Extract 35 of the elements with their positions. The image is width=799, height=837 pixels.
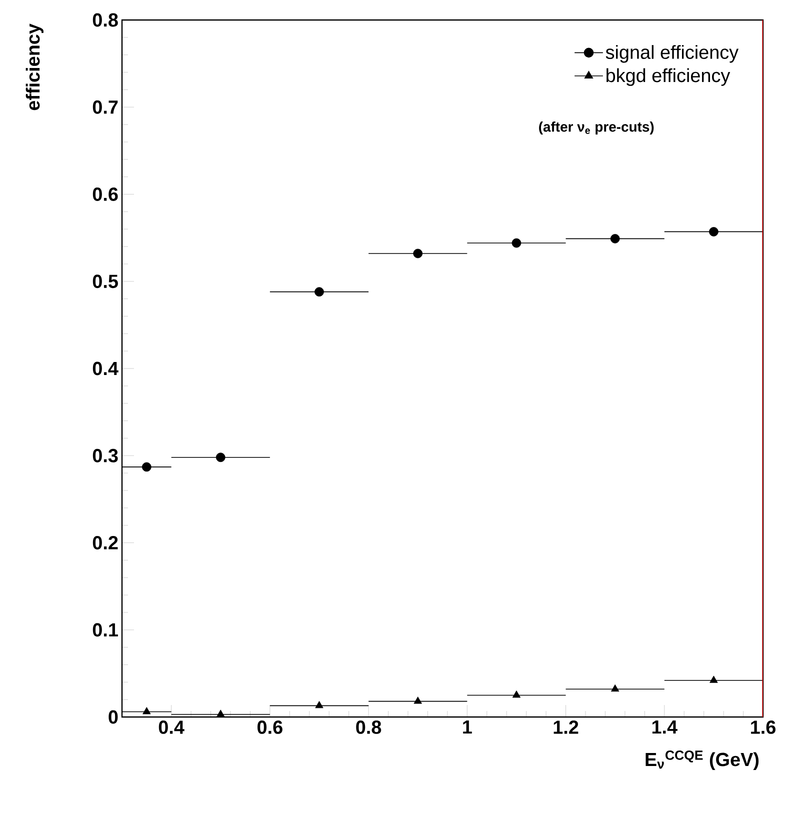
x-tick-label: 1.6 <box>751 720 776 734</box>
point <box>710 676 718 683</box>
x-tick-label: 0.4 <box>158 720 184 734</box>
y-tick-label: 0.3 <box>92 448 118 462</box>
point <box>413 248 423 258</box>
y-tick-label: 0.4 <box>92 362 118 376</box>
x-tick-label: 0.8 <box>356 720 382 734</box>
y-tick-label: 0.6 <box>92 188 118 201</box>
point <box>315 700 324 708</box>
point <box>512 690 521 698</box>
point <box>314 287 324 297</box>
point <box>709 227 718 236</box>
point <box>216 452 226 462</box>
point <box>512 238 522 248</box>
y-tick-label: 0.1 <box>92 623 118 637</box>
point <box>216 710 225 717</box>
y-tick-label: 0 <box>108 710 118 724</box>
point <box>142 462 152 472</box>
y-axis-title: efficiency <box>26 24 44 110</box>
point <box>414 696 422 704</box>
annotation: (after ν$_{e}$ pre-cuts) <box>539 122 654 135</box>
x-tick-label: 1.2 <box>554 720 578 734</box>
x-tick-label: 1 <box>463 720 472 734</box>
legend-label: signal efficiency <box>606 45 739 63</box>
x-tick-label: 0.6 <box>258 720 282 734</box>
y-tick-label: 0.2 <box>92 536 118 550</box>
legend-label: bkgd efficiency <box>606 68 730 86</box>
x-axis-title: E$_{ν}$$^{CCQE}$ (GeV) <box>646 750 759 770</box>
y-tick-label: 0.8 <box>92 13 118 27</box>
y-tick-label: 0.7 <box>92 100 118 114</box>
point <box>611 684 620 692</box>
point <box>610 234 620 244</box>
y-tick-label: 0.5 <box>92 274 118 288</box>
x-tick-label: 1.4 <box>652 720 678 734</box>
point <box>142 707 151 714</box>
